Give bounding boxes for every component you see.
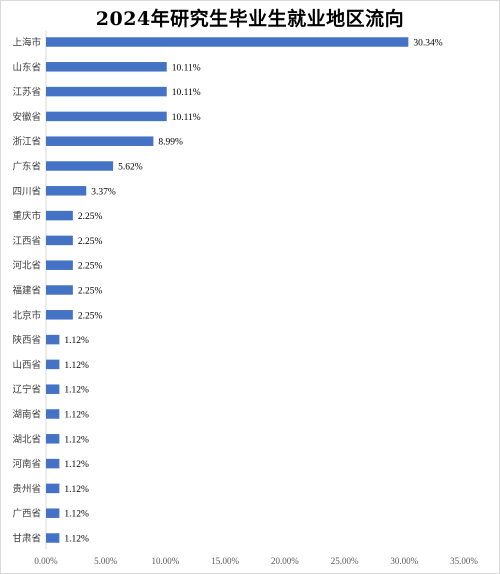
data-label-18: 1.12% bbox=[64, 485, 89, 495]
x-tick-label-3: 15.00% bbox=[211, 556, 239, 566]
category-label-4: 浙江省 bbox=[12, 136, 41, 148]
bar-0 bbox=[46, 37, 409, 47]
data-label-8: 2.25% bbox=[78, 237, 103, 247]
data-label-11: 2.25% bbox=[78, 311, 103, 321]
x-tick-label-7: 35.00% bbox=[450, 556, 478, 566]
category-label-3: 安徽省 bbox=[12, 111, 41, 123]
chart-title: 2024年研究生毕业生就业地区流向 bbox=[95, 8, 405, 30]
data-label-1: 10.11% bbox=[172, 63, 201, 73]
category-label-10: 福建省 bbox=[12, 285, 41, 297]
data-label-10: 2.25% bbox=[78, 287, 103, 297]
data-label-7: 2.25% bbox=[78, 212, 103, 222]
data-label-14: 1.12% bbox=[64, 386, 89, 396]
bar-15 bbox=[46, 409, 60, 419]
x-tick-label-4: 20.00% bbox=[271, 556, 299, 566]
category-label-9: 河北省 bbox=[12, 260, 41, 272]
category-label-18: 贵州省 bbox=[12, 483, 41, 495]
bar-2 bbox=[46, 86, 167, 97]
bar-7 bbox=[46, 210, 73, 221]
data-label-0: 30.34% bbox=[413, 39, 442, 49]
bar-10 bbox=[46, 285, 73, 295]
x-tick-label-1: 5.00% bbox=[94, 556, 118, 566]
x-tick-label-0: 0.00% bbox=[34, 556, 58, 566]
data-label-4: 8.99% bbox=[158, 138, 183, 148]
data-label-6: 3.37% bbox=[91, 187, 116, 197]
bar-6 bbox=[46, 186, 87, 196]
bar-17 bbox=[46, 458, 60, 469]
category-label-1: 山东省 bbox=[12, 61, 41, 73]
category-label-20: 甘肃省 bbox=[12, 533, 41, 545]
bar-1 bbox=[46, 62, 167, 72]
data-label-16: 1.12% bbox=[64, 435, 89, 445]
data-label-19: 1.12% bbox=[64, 510, 89, 520]
data-label-2: 10.11% bbox=[172, 88, 201, 98]
category-label-15: 湖南省 bbox=[12, 409, 41, 421]
x-tick-label-5: 25.00% bbox=[331, 556, 359, 566]
data-label-15: 1.12% bbox=[64, 411, 89, 421]
x-tick-label-2: 10.00% bbox=[152, 556, 180, 566]
bar-9 bbox=[46, 260, 73, 270]
category-label-19: 广西省 bbox=[12, 508, 41, 520]
bar-3 bbox=[46, 111, 167, 122]
category-label-7: 重庆市 bbox=[12, 210, 41, 222]
category-label-14: 辽宁省 bbox=[12, 384, 41, 396]
category-label-13: 山西省 bbox=[12, 359, 41, 371]
bar-18 bbox=[46, 483, 60, 494]
data-label-9: 2.25% bbox=[78, 262, 103, 272]
bar-5 bbox=[46, 161, 114, 171]
data-label-13: 1.12% bbox=[64, 361, 89, 371]
category-label-11: 北京市 bbox=[12, 309, 41, 321]
bar-14 bbox=[46, 384, 60, 394]
category-label-12: 陕西省 bbox=[12, 334, 41, 346]
category-label-17: 河南省 bbox=[12, 458, 41, 470]
bar-13 bbox=[46, 359, 60, 370]
bar-11 bbox=[46, 310, 73, 320]
category-label-0: 上海市 bbox=[12, 37, 41, 49]
x-tick-label-6: 30.00% bbox=[390, 556, 418, 566]
bar-16 bbox=[46, 434, 60, 444]
bar-19 bbox=[46, 508, 60, 518]
bar-20 bbox=[46, 533, 60, 543]
data-label-3: 10.11% bbox=[172, 113, 201, 123]
bar-8 bbox=[46, 235, 73, 246]
category-label-2: 江苏省 bbox=[12, 86, 41, 98]
data-label-12: 1.12% bbox=[64, 336, 89, 346]
data-label-5: 5.62% bbox=[118, 163, 143, 173]
category-label-8: 江西省 bbox=[12, 235, 41, 247]
data-label-17: 1.12% bbox=[64, 460, 89, 470]
bar-12 bbox=[46, 334, 60, 345]
category-label-16: 湖北省 bbox=[12, 433, 41, 445]
category-label-5: 广东省 bbox=[12, 161, 41, 173]
data-label-20: 1.12% bbox=[64, 535, 89, 545]
category-label-6: 四川省 bbox=[12, 185, 41, 197]
bar-4 bbox=[46, 136, 154, 146]
